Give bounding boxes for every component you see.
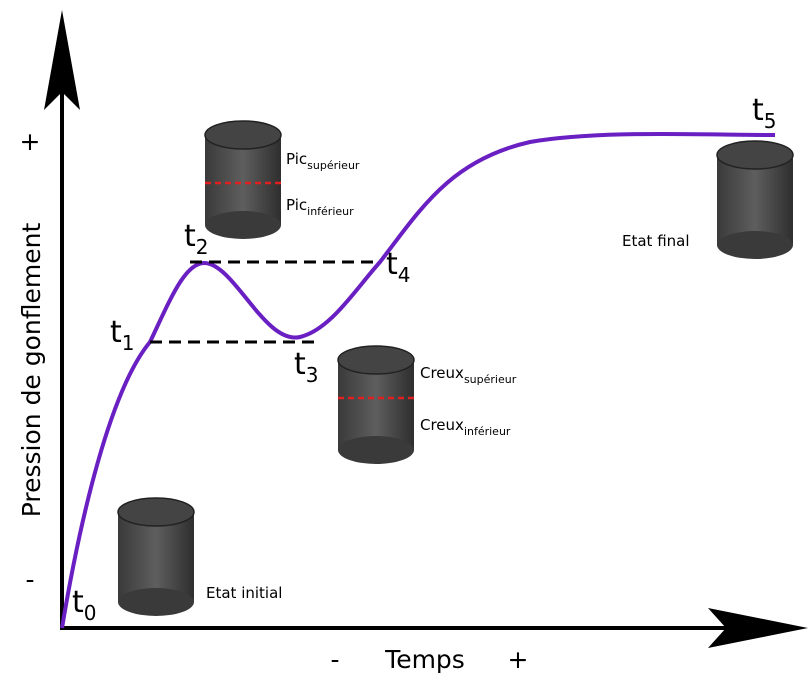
peak-upper-label: Picsupérieur: [286, 150, 360, 172]
text-part: t: [752, 93, 764, 128]
time-label: t3: [294, 347, 319, 387]
text-part: Creux: [420, 416, 464, 434]
initial-label: Etat initial: [206, 584, 282, 602]
text-part: supérieur: [464, 373, 517, 386]
text-part: t: [294, 347, 306, 382]
text-part: Creux: [420, 364, 464, 382]
x-axis-plus: +: [508, 645, 529, 674]
text-part: t: [110, 315, 122, 350]
time-label: t1: [110, 315, 135, 355]
x-axis-label: Temps: [384, 645, 465, 674]
text-part: t: [72, 585, 84, 620]
cylinder-initial: [117, 497, 195, 617]
trough-upper-label: Creuxsupérieur: [420, 364, 517, 386]
text-part: 3: [306, 363, 319, 387]
y-axis-plus: +: [20, 127, 41, 156]
text-part: 2: [196, 235, 209, 259]
cylinder-final: [716, 140, 794, 260]
x-axis-minus: -: [330, 645, 339, 674]
text-part: Pic: [286, 196, 307, 214]
time-label: t5: [752, 93, 777, 133]
axes: [44, 10, 808, 648]
text-part: supérieur: [307, 159, 360, 172]
cylinder-trough: [337, 345, 415, 465]
time-label: t4: [386, 247, 411, 287]
text-part: inférieur: [307, 205, 354, 218]
peak-lower-label: Picinférieur: [286, 196, 354, 218]
final-label: Etat final: [622, 232, 690, 250]
text-part: t: [386, 247, 398, 282]
text-part: 1: [122, 331, 135, 355]
time-label: t0: [72, 585, 97, 625]
swelling-curve: [60, 131, 776, 629]
y-axis-label: Pression de gonflement: [17, 223, 46, 518]
text-part: 0: [84, 601, 97, 625]
y-axis-minus: -: [25, 565, 34, 594]
time-label: t2: [184, 219, 209, 259]
trough-lower-label: Creuxinférieur: [420, 416, 511, 438]
cylinder-peak: [204, 120, 282, 240]
text-part: 5: [764, 109, 777, 133]
text-part: 4: [398, 263, 411, 287]
text-part: t: [184, 219, 196, 254]
text-part: Pic: [286, 150, 307, 168]
text-part: inférieur: [464, 425, 511, 438]
